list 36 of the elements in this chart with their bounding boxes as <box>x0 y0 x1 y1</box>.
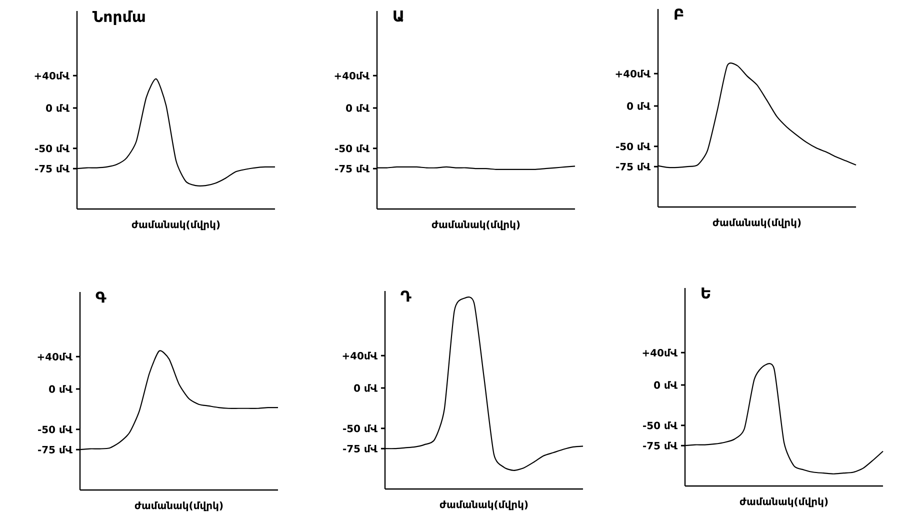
y-tick-label: -50 մՎ <box>343 424 378 432</box>
y-tick-label: +40մՎ <box>342 352 378 360</box>
y-tick-label: -50 մՎ <box>35 144 70 152</box>
chart-title: Ե <box>702 288 710 299</box>
y-tick-label: 0 մՎ <box>354 384 378 392</box>
x-axis-title: ժամանակ(մվրկ) <box>134 502 223 512</box>
y-tick-label: 0 մՎ <box>627 102 650 110</box>
y-tick-label: 0 մՎ <box>346 104 370 112</box>
x-axis-title: ժամանակ(մվրկ) <box>132 220 220 230</box>
y-tick-label: -50 մՎ <box>616 142 650 150</box>
chart-title: Դ <box>400 290 412 302</box>
chart-title: Գ <box>96 292 106 303</box>
y-tick-label: -75 մՎ <box>343 444 378 452</box>
y-tick-label: +40մՎ <box>334 72 370 80</box>
y-tick-label: -75 մՎ <box>643 442 678 450</box>
chart-title: Բ <box>674 8 684 20</box>
y-tick-label: 0 մՎ <box>46 104 70 112</box>
y-tick-label: -50 մՎ <box>38 426 72 434</box>
y-tick-label: 0 մՎ <box>49 385 72 393</box>
y-tick-label: -75 մՎ <box>616 162 650 170</box>
y-tick-label: -75 մՎ <box>38 446 72 454</box>
chart-title: Նորմա <box>92 10 145 25</box>
y-tick-label: 0 մՎ <box>654 381 678 389</box>
y-tick-label: -50 մՎ <box>335 144 370 152</box>
y-tick-label: +40մՎ <box>616 70 650 78</box>
x-axis-title: ժամանակ(մվրկ) <box>740 498 828 508</box>
y-tick-label: +40մՎ <box>34 72 70 80</box>
y-tick-label: -75 մՎ <box>35 164 70 172</box>
x-axis-title: ժամանակ(մվրկ) <box>712 218 801 228</box>
x-axis-title: ժամանակ(մվրկ) <box>432 220 520 230</box>
x-axis-title: ժամանակ(մվրկ) <box>440 500 528 510</box>
y-tick-label: +40մՎ <box>38 352 72 361</box>
chart-title: Ա <box>394 10 404 22</box>
y-tick-label: -50 մՎ <box>643 422 678 430</box>
y-tick-label: +40մՎ <box>642 348 678 357</box>
y-tick-label: -75 մՎ <box>335 164 370 172</box>
